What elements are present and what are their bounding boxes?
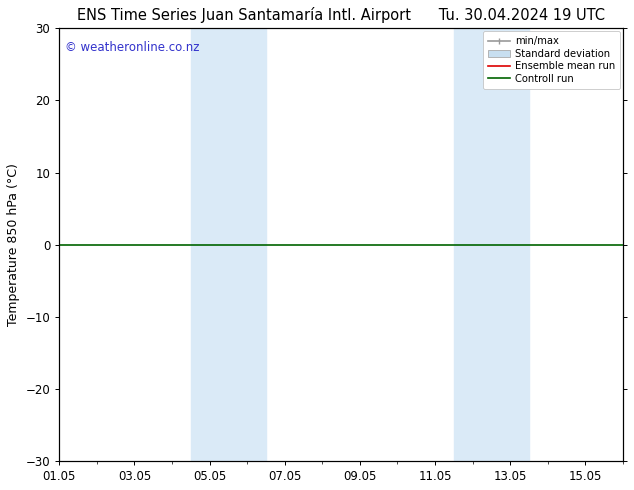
Bar (454, 28, 529, 461)
Text: © weatheronline.co.nz: © weatheronline.co.nz (65, 41, 200, 54)
Bar (191, 28, 266, 461)
Title: ENS Time Series Juan Santamaría Intl. Airport      Tu. 30.04.2024 19 UTC: ENS Time Series Juan Santamaría Intl. Ai… (77, 7, 605, 23)
Y-axis label: Temperature 850 hPa (°C): Temperature 850 hPa (°C) (7, 163, 20, 326)
Legend: min/max, Standard deviation, Ensemble mean run, Controll run: min/max, Standard deviation, Ensemble me… (482, 31, 620, 89)
